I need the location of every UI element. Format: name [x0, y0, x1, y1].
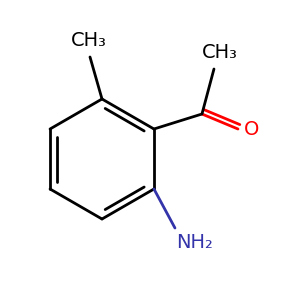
Text: CH₃: CH₃	[70, 31, 106, 50]
Text: NH₂: NH₂	[176, 232, 213, 251]
Text: CH₃: CH₃	[202, 43, 238, 61]
Text: O: O	[244, 119, 259, 139]
